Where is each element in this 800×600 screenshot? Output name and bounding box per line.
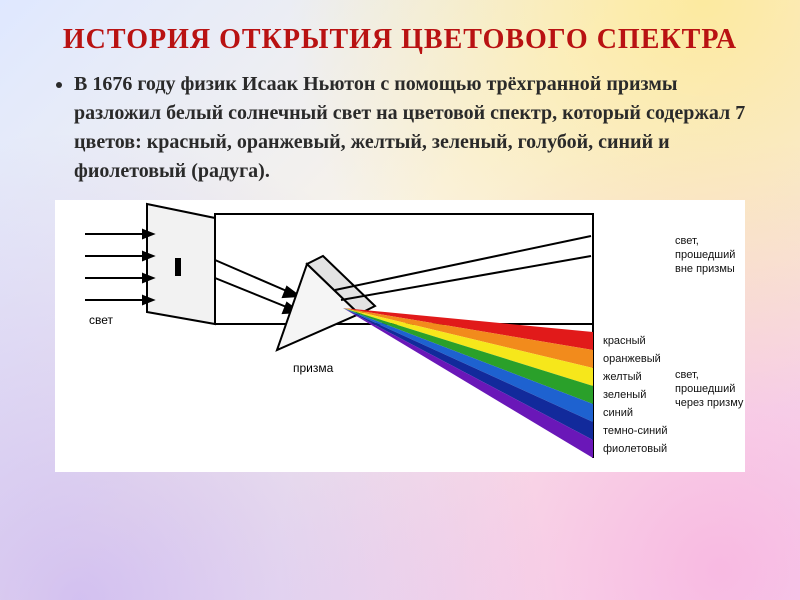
- label-through-2: прошедший: [675, 383, 735, 395]
- spectrum-labels: красный оранжевый желтый зеленый синий т…: [603, 335, 667, 455]
- label-through-1: свет,: [675, 369, 699, 381]
- label-outside-2: прошедший: [675, 249, 735, 261]
- slide-title: ИСТОРИЯ ОТКРЫТИЯ ЦВЕТОВОГО СПЕКТРА: [50, 24, 750, 56]
- svg-text:темно-синий: темно-синий: [603, 425, 667, 437]
- label-through-3: через призму: [675, 397, 744, 409]
- label-outside-1: свет,: [675, 235, 699, 247]
- svg-text:красный: красный: [603, 335, 646, 347]
- svg-text:синий: синий: [603, 407, 633, 419]
- label-prism: призма: [293, 361, 334, 375]
- svg-text:фиолетовый: фиолетовый: [603, 443, 667, 455]
- body-text: В 1676 году физик Исаак Ньютон с помощью…: [74, 70, 750, 186]
- body-list: В 1676 году физик Исаак Ньютон с помощью…: [68, 70, 750, 186]
- svg-text:желтый: желтый: [603, 371, 642, 383]
- label-outside-3: вне призмы: [675, 263, 735, 275]
- spectrum-fan: [343, 308, 593, 458]
- label-light-in: свет: [89, 313, 114, 327]
- prism-spectrum-diagram: свет призма: [55, 200, 745, 472]
- svg-text:зеленый: зеленый: [603, 389, 646, 401]
- svg-text:оранжевый: оранжевый: [603, 353, 661, 365]
